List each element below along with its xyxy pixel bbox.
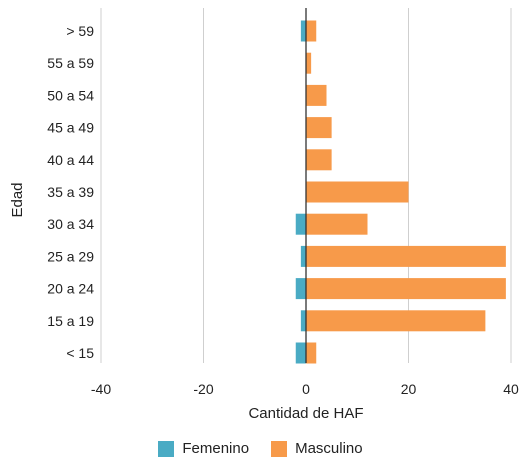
- bar-masculino-5: [306, 181, 409, 203]
- y-tick-label: 50 a 54: [47, 87, 94, 103]
- y-tick-label: 30 a 34: [47, 216, 94, 232]
- y-tick-label: 25 a 29: [47, 248, 94, 264]
- bar-femenino-8: [295, 278, 306, 300]
- bar-femenino-9: [300, 310, 306, 332]
- bar-femenino-0: [300, 20, 306, 42]
- bar-masculino-6: [306, 213, 368, 235]
- y-tick-label: 45 a 49: [47, 120, 94, 136]
- bar-masculino-3: [306, 117, 332, 139]
- bar-femenino-10: [295, 342, 306, 364]
- y-axis-title: Edad: [9, 182, 26, 217]
- legend-swatch-masculino: [271, 440, 288, 457]
- legend: Femenino Masculino: [0, 440, 521, 457]
- x-tick-labels: -40 -20 0 20 40: [91, 381, 519, 397]
- y-tick-label: 40 a 44: [47, 152, 94, 168]
- y-tick-label: 15 a 19: [47, 313, 94, 329]
- y-tick-label: 55 a 59: [47, 55, 94, 71]
- y-tick-label: 35 a 39: [47, 184, 94, 200]
- legend-label-femenino: Femenino: [182, 440, 250, 457]
- x-axis-title: Cantidad de HAF: [248, 405, 363, 422]
- y-tick-label: < 15: [66, 345, 94, 361]
- bar-masculino-2: [306, 84, 327, 106]
- x-tick-label: 0: [302, 381, 310, 397]
- bar-masculino-1: [306, 52, 312, 74]
- x-tick-label: 40: [503, 381, 519, 397]
- legend-item-masculino[interactable]: Masculino: [271, 440, 363, 457]
- y-tick-labels: > 59 55 a 59 50 a 54 45 a 49 40 a 44 35 a 39 3…: [47, 23, 94, 361]
- bar-femenino-6: [295, 213, 306, 235]
- bar-masculino-10: [306, 342, 317, 364]
- bar-masculino-4: [306, 149, 332, 171]
- x-tick-label: -40: [91, 381, 111, 397]
- bar-masculino-9: [306, 310, 486, 332]
- legend-item-femenino[interactable]: Femenino: [158, 440, 249, 457]
- x-tick-label: 20: [401, 381, 417, 397]
- bar-masculino-8: [306, 278, 506, 300]
- bar-femenino-7: [300, 245, 306, 267]
- x-tick-label: -20: [193, 381, 213, 397]
- y-tick-label: 20 a 24: [47, 281, 94, 297]
- legend-swatch-femenino: [158, 440, 175, 457]
- bars: [295, 20, 506, 364]
- bar-masculino-0: [306, 20, 317, 42]
- legend-label-masculino: Masculino: [295, 440, 363, 457]
- bar-masculino-7: [306, 245, 506, 267]
- y-tick-label: > 59: [66, 23, 94, 39]
